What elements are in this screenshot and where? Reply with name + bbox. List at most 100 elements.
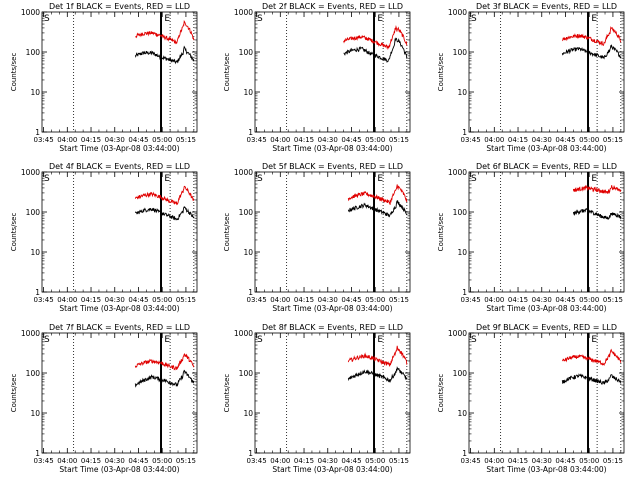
y-tick-label: 10 (457, 88, 467, 97)
x-tick-label: 04:45 (555, 296, 575, 304)
x-tick-label: 05:15 (176, 457, 196, 465)
x-axis-label: Start Time (03-Apr-08 03:44:00) (59, 144, 179, 153)
plot-frame (254, 332, 411, 454)
x-tick-label: 05:00 (152, 296, 172, 304)
plot-frame (41, 332, 198, 454)
y-tick-label: 1 (35, 449, 40, 458)
plot-frame (468, 332, 625, 454)
x-tick-label: 03:45 (460, 296, 480, 304)
y-tick-label: 100 (239, 369, 254, 378)
x-tick-label: 05:00 (365, 457, 385, 465)
x-tick-label: 04:15 (81, 136, 101, 144)
y-tick-label: 100 (239, 208, 254, 217)
y-tick-label: 1000 (448, 168, 467, 177)
x-axis-label: Start Time (03-Apr-08 03:44:00) (59, 304, 179, 313)
start-marker-label: S (257, 174, 263, 184)
end-marker-label: E (164, 174, 170, 184)
panel-7: Det 7f BLACK = Events, RED = LLD 1 10 100 10… (10, 323, 198, 474)
start-marker-label: S (257, 335, 263, 345)
x-axis-label: Start Time (03-Apr-08 03:44:00) (272, 144, 392, 153)
x-tick-label: 04:45 (341, 457, 361, 465)
y-tick-label: 1 (462, 128, 467, 137)
y-axis-label: Counts/sec (437, 53, 445, 92)
end-marker-label: E (591, 335, 597, 345)
y-tick-label: 1 (248, 128, 253, 137)
panel-title: Det 7f BLACK = Events, RED = LLD (49, 323, 190, 332)
y-tick-label: 1 (35, 128, 40, 137)
y-axis-label: Counts/sec (223, 53, 231, 92)
start-marker-label: S (44, 14, 50, 24)
series-events-line (347, 366, 408, 383)
x-tick-label: 04:15 (508, 457, 528, 465)
series-events-line (134, 205, 195, 221)
plot-frame (468, 11, 625, 133)
end-marker-label: E (377, 335, 383, 345)
plot-frame (41, 171, 198, 293)
x-tick-label: 05:15 (389, 136, 409, 144)
panel-5: Det 5f BLACK = Events, RED = LLD 1 10 100 10… (223, 162, 411, 313)
x-tick-label: 04:15 (81, 296, 101, 304)
panel-title: Det 4f BLACK = Events, RED = LLD (49, 162, 190, 171)
end-marker-label: E (591, 174, 597, 184)
x-tick-label: 04:30 (532, 457, 552, 465)
panel-3: Det 3f BLACK = Events, RED = LLD 1 10 100 10… (437, 2, 625, 153)
x-tick-label: 03:45 (460, 136, 480, 144)
y-axis-label: Counts/sec (223, 213, 231, 252)
y-axis-label: Counts/sec (10, 213, 18, 252)
x-tick-label: 04:00 (57, 457, 77, 465)
x-tick-label: 03:45 (33, 457, 53, 465)
series-events-line (134, 45, 195, 65)
panel-title: Det 2f BLACK = Events, RED = LLD (262, 2, 403, 11)
series-lld-line (134, 353, 195, 371)
x-tick-label: 05:00 (365, 296, 385, 304)
panel-title: Det 8f BLACK = Events, RED = LLD (262, 323, 403, 332)
x-tick-label: 04:15 (508, 296, 528, 304)
x-tick-label: 05:00 (152, 136, 172, 144)
x-tick-label: 04:00 (57, 296, 77, 304)
panel-title: Det 3f BLACK = Events, RED = LLD (476, 2, 617, 11)
y-tick-label: 10 (243, 88, 253, 97)
x-tick-label: 05:15 (176, 296, 196, 304)
y-axis-label: Counts/sec (437, 374, 445, 413)
x-tick-label: 05:15 (603, 457, 623, 465)
x-tick-label: 03:45 (246, 296, 266, 304)
series-events-line (347, 200, 408, 218)
panel-9: Det 9f BLACK = Events, RED = LLD 1 10 100 10… (437, 323, 625, 474)
y-axis-label: Counts/sec (10, 53, 18, 92)
x-tick-label: 05:00 (152, 457, 172, 465)
y-tick-label: 1 (248, 449, 253, 458)
series-events-line (561, 373, 622, 385)
series-lld-line (561, 348, 622, 366)
start-marker-label: S (471, 14, 477, 24)
x-tick-label: 04:00 (57, 136, 77, 144)
y-tick-label: 10 (30, 248, 40, 257)
y-tick-label: 10 (243, 409, 253, 418)
panel-title: Det 6f BLACK = Events, RED = LLD (476, 162, 617, 171)
end-marker-label: E (377, 174, 383, 184)
x-tick-label: 04:30 (105, 136, 125, 144)
panel-6: Det 6f BLACK = Events, RED = LLD 1 10 100 10… (437, 162, 625, 313)
start-marker-label: S (257, 14, 263, 24)
x-tick-label: 04:15 (294, 296, 314, 304)
y-tick-label: 1000 (21, 8, 40, 17)
x-axis-label: Start Time (03-Apr-08 03:44:00) (486, 304, 606, 313)
x-tick-label: 04:30 (105, 296, 125, 304)
x-tick-label: 04:30 (532, 136, 552, 144)
start-marker-label: S (471, 335, 477, 345)
x-tick-label: 04:45 (128, 136, 148, 144)
y-tick-label: 1 (248, 288, 253, 297)
x-tick-label: 04:45 (341, 296, 361, 304)
series-lld-line (562, 26, 622, 47)
x-tick-label: 04:30 (318, 457, 338, 465)
start-marker-label: S (44, 335, 50, 345)
plot-frame (468, 171, 625, 293)
y-axis-label: Counts/sec (437, 213, 445, 252)
end-marker-label: E (377, 14, 383, 24)
y-tick-label: 1000 (234, 168, 253, 177)
x-tick-label: 03:45 (33, 296, 53, 304)
x-tick-label: 03:45 (246, 136, 266, 144)
y-tick-label: 100 (453, 48, 468, 57)
x-tick-label: 04:30 (318, 296, 338, 304)
series-lld-line (135, 20, 195, 45)
x-tick-label: 03:45 (460, 457, 480, 465)
